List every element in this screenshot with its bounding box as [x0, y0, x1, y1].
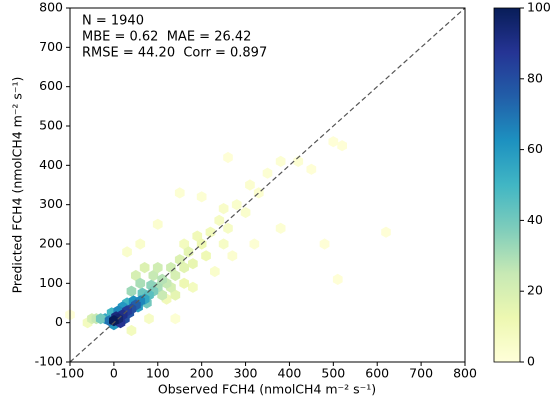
hexbin-cell	[218, 238, 229, 250]
colorbar-tick-label: 0	[527, 354, 535, 369]
hexbin-cell	[337, 140, 347, 152]
hexbin-cell	[122, 246, 132, 258]
y-tick-label: 800	[39, 0, 63, 15]
hexbin-cell	[179, 277, 189, 289]
hexbin-cell	[192, 230, 203, 242]
y-axis-label: Predicted FCH4 (nmolCH4 m⁻² s⁻¹)	[10, 77, 25, 294]
annotation: N = 1940	[82, 14, 144, 29]
hexbin-cell	[231, 199, 242, 211]
hexbin-cell	[139, 262, 150, 274]
y-tick-label: 400	[39, 157, 63, 172]
x-tick-label: 200	[190, 366, 214, 381]
hexbin-cell	[126, 324, 137, 337]
hexbin-cell	[240, 206, 251, 219]
hexbin-cell	[293, 155, 304, 167]
colorbar-tick-label: 20	[527, 283, 543, 298]
hexbin-cell	[319, 238, 330, 250]
hexbin-cell	[188, 258, 198, 270]
hexbin-cell	[157, 289, 167, 301]
hexbin-cell	[179, 238, 189, 250]
hexbin-cell	[223, 151, 233, 164]
colorbar	[493, 7, 521, 363]
x-tick-label: 400	[278, 366, 302, 381]
hexbin-cell	[170, 289, 181, 301]
hexbin-cell	[95, 313, 106, 325]
colorbar-tick-label: 80	[527, 70, 543, 85]
hexbin-cell	[227, 250, 238, 262]
hexbin-cell	[328, 136, 339, 148]
hexbin-cell	[218, 203, 229, 215]
hexbin-cell	[170, 269, 181, 282]
x-tick-label: 800	[453, 366, 477, 381]
plot-frame	[69, 7, 466, 363]
hexbin-cell	[275, 155, 286, 167]
hexbin-cell	[210, 265, 220, 278]
x-tick-label: 500	[321, 366, 345, 381]
hexbin-cell	[201, 250, 211, 262]
x-axis-label: Observed FCH4 (nmolCH4 m⁻² s⁻¹)	[158, 382, 376, 397]
y-tick-label: 600	[39, 78, 63, 93]
identity-line	[69, 7, 466, 363]
hexbin-cell	[205, 226, 216, 238]
hexbin-cell	[306, 163, 317, 175]
hexbin-cell	[174, 187, 185, 199]
x-tick-label: 600	[365, 366, 389, 381]
hexbin-cell	[131, 269, 141, 282]
y-tick-label: 700	[39, 39, 63, 54]
hexbin-cell	[214, 214, 225, 226]
x-tick-label: 300	[234, 366, 258, 381]
hexbin-cell	[381, 226, 391, 238]
hexbin-cell	[332, 273, 343, 285]
hexbin-cell	[170, 313, 181, 325]
x-tick-label: 100	[146, 366, 170, 381]
hexbin-cell	[275, 222, 286, 234]
hexbin-cell	[179, 262, 189, 274]
hexbin-cell	[245, 179, 255, 191]
hexbin-cell	[135, 238, 146, 250]
y-tick-label: 200	[39, 236, 63, 251]
hexbin-cell	[183, 246, 194, 258]
hexbin-cell	[148, 269, 159, 282]
colorbar-tick-label: 60	[527, 141, 543, 156]
x-tick-label: -100	[56, 366, 84, 381]
y-tick-label: 0	[55, 314, 63, 329]
hexbin-cell	[135, 277, 146, 289]
y-tick-label: -100	[35, 354, 63, 369]
hexbin-cell	[188, 281, 198, 293]
x-tick-label: 0	[110, 366, 118, 381]
y-tick-label: 100	[39, 275, 63, 290]
hexbin-cell	[174, 254, 185, 266]
hexbin-cell	[253, 187, 264, 199]
y-tick-label: 300	[39, 196, 63, 211]
hexbin-cell	[152, 218, 163, 230]
hexbin-cell	[144, 313, 154, 325]
hexbin-cell	[152, 262, 163, 274]
colorbar-tick-label: 100	[527, 0, 550, 15]
annotation: RMSE = 44.20 Corr = 0.897	[82, 46, 267, 61]
hexbin-cell	[223, 222, 233, 234]
x-tick-label: 700	[409, 366, 433, 381]
hexbin-cell	[262, 167, 273, 179]
colorbar-tick-label: 40	[527, 212, 543, 227]
y-tick-label: 500	[39, 118, 63, 133]
hexbin-cell	[196, 191, 207, 203]
hexbin-cell	[126, 285, 137, 297]
hexbin-cell	[166, 262, 176, 274]
hexbin-cell	[249, 238, 260, 250]
annotation: MBE = 0.62 MAE = 26.42	[82, 30, 251, 45]
hexbin-cell	[109, 315, 119, 327]
